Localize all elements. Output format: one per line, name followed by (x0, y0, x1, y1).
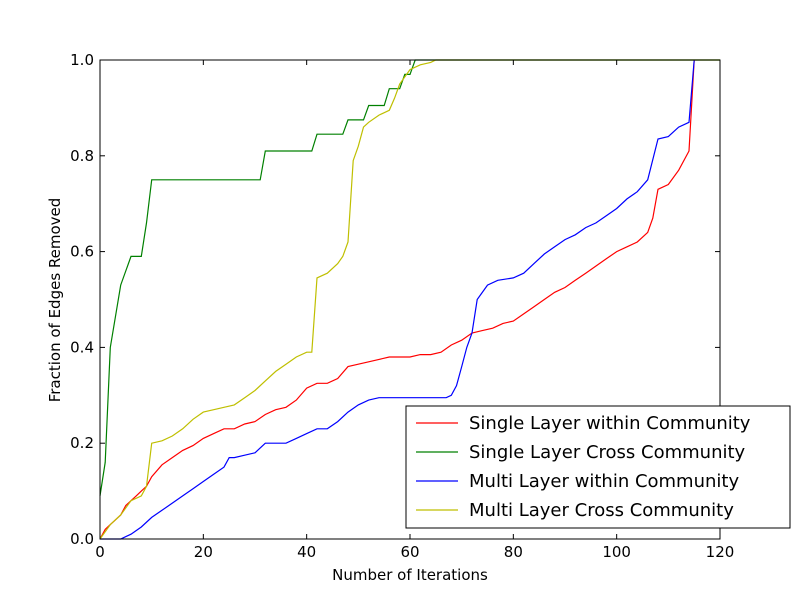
legend: Single Layer within Community Single Laye… (405, 405, 791, 529)
y-tick-label: 0.6 (70, 243, 94, 261)
legend-label: Multi Layer Cross Community (469, 500, 734, 521)
y-tick-label: 0.8 (70, 147, 94, 165)
series-line-1 (99, 59, 695, 540)
series-layer (99, 59, 720, 540)
series-line-3 (100, 59, 695, 540)
series-line-4 (99, 59, 720, 540)
x-tick-label: 60 (400, 543, 419, 561)
legend-label: Single Layer Cross Community (469, 442, 746, 463)
x-tick-label: 0 (95, 543, 105, 561)
y-tick-label: 1.0 (70, 51, 94, 69)
x-axis-label: Number of Iterations (332, 566, 488, 584)
x-tick-label: 120 (706, 543, 735, 561)
y-tick-label: 0.2 (70, 434, 94, 452)
legend-label: Multi Layer within Community (469, 471, 739, 492)
y-tick-label: 0.4 (70, 338, 94, 356)
tick-layer: 0 20 40 60 80 100 120 0.0 0.2 0.4 0.6 0.8 1.0 (70, 51, 734, 561)
x-tick-label: 40 (297, 543, 316, 561)
x-tick-label: 100 (602, 543, 631, 561)
series-line-2 (99, 59, 720, 496)
legend-label: Single Layer within Community (469, 413, 751, 434)
x-tick-label: 80 (504, 543, 523, 561)
x-tick-label: 20 (194, 543, 213, 561)
y-axis-label: Fraction of Edges Removed (46, 198, 64, 403)
legend-box (405, 405, 791, 529)
y-tick-label: 0.0 (70, 530, 94, 548)
